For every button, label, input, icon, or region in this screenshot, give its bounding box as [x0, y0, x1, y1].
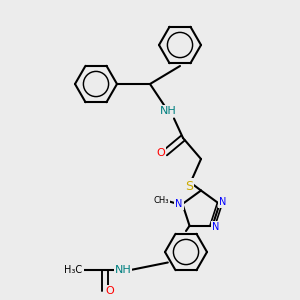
Text: N: N: [212, 222, 220, 232]
Text: O: O: [156, 148, 165, 158]
Text: N: N: [175, 199, 182, 209]
Text: NH: NH: [115, 265, 131, 275]
Text: N: N: [220, 197, 227, 208]
Text: CH₃: CH₃: [154, 196, 169, 206]
Text: S: S: [185, 179, 193, 193]
Text: O: O: [105, 286, 114, 296]
Text: H₃C: H₃C: [64, 265, 82, 275]
Text: NH: NH: [160, 106, 176, 116]
